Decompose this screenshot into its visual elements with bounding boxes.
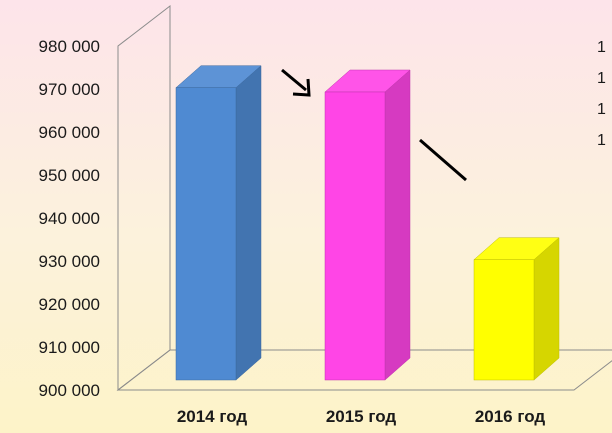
bar-3 <box>473 237 560 381</box>
y-tick-label: 980 000 <box>39 37 100 56</box>
bar-front-face <box>175 87 237 381</box>
arrow-annotation <box>281 68 311 97</box>
bar-side-face <box>235 65 262 381</box>
bar-front-face <box>324 91 386 381</box>
y-tick-label: 900 000 <box>39 381 100 400</box>
x-category-label: 2015 год <box>326 407 397 426</box>
bar-front-face <box>473 259 535 381</box>
arrow-head <box>292 78 311 97</box>
bar-side-face <box>384 69 411 381</box>
arrow-shaft <box>281 68 307 92</box>
y-tick-label: 910 000 <box>39 338 100 357</box>
legend-entry-1: 1 <box>597 39 606 56</box>
y-tick-label: 930 000 <box>39 252 100 271</box>
legend-entry-3: 1 <box>597 101 606 118</box>
y-tick-label: 940 000 <box>39 209 100 228</box>
y-tick-label: 920 000 <box>39 295 100 314</box>
y-tick-label: 960 000 <box>39 123 100 142</box>
bar-side-face <box>533 237 560 381</box>
chart-left-wall <box>117 4 171 392</box>
trend-line-annotation <box>419 138 467 182</box>
y-tick-label: 970 000 <box>39 80 100 99</box>
bar-2 <box>324 69 411 381</box>
y-tick-label: 950 000 <box>39 166 100 185</box>
legend-entry-2: 1 <box>597 70 606 87</box>
bar-1 <box>175 65 262 381</box>
x-category-label: 2014 год <box>177 407 248 426</box>
x-category-label: 2016 год <box>475 407 546 426</box>
legend-entry-4: 1 <box>597 132 606 149</box>
